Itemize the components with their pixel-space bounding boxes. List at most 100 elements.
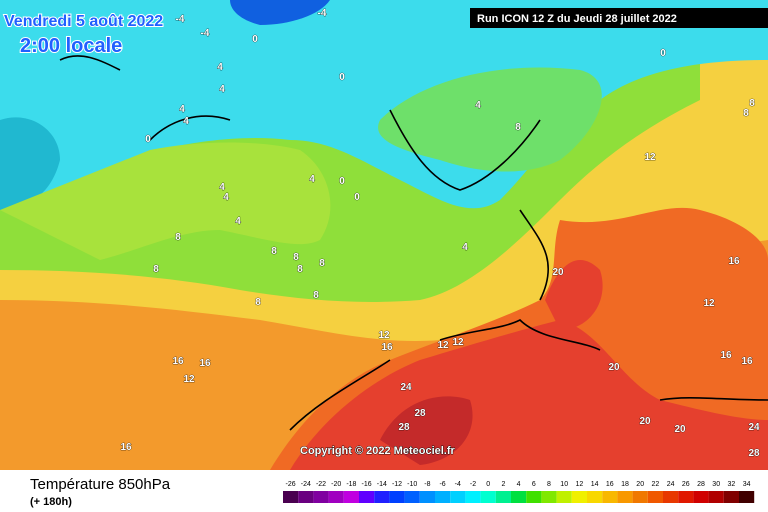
zone-teal — [0, 117, 60, 210]
legend-swatch — [374, 491, 390, 503]
legend-label: -20 — [331, 481, 341, 488]
legend-swatch — [739, 491, 755, 503]
isotherm-label: 28 — [398, 422, 410, 433]
legend-label: -22 — [316, 481, 326, 488]
legend-label: -4 — [455, 481, 461, 488]
forecast-time: 2:00 locale — [20, 35, 122, 57]
footer-title: Température 850hPa — [30, 476, 171, 493]
legend-label: 2 — [501, 481, 505, 488]
legend-label: 4 — [517, 481, 521, 488]
isotherm-label: 8 — [153, 264, 159, 275]
legend-swatch — [465, 491, 481, 503]
isotherm-label: 16 — [381, 342, 393, 353]
isotherm-label: 4 — [183, 116, 189, 127]
legend-label: 18 — [621, 481, 629, 488]
legend-swatch — [723, 491, 739, 503]
legend-swatch — [404, 491, 420, 503]
isotherm-label: 8 — [319, 258, 325, 269]
legend-swatch — [571, 491, 587, 503]
legend-swatch — [283, 491, 299, 503]
legend-swatch — [435, 491, 451, 503]
legend-label: 12 — [576, 481, 584, 488]
isotherm-label: 28 — [414, 408, 426, 419]
isotherm-label: 0 — [339, 176, 345, 187]
isotherm-label: 16 — [720, 350, 732, 361]
zone-dark-red — [380, 396, 473, 465]
legend-swatch — [663, 491, 679, 503]
legend-swatch — [511, 491, 527, 503]
isotherm-label: 16 — [741, 356, 753, 367]
isotherm-label: 0 — [660, 48, 666, 59]
zone-green-north — [378, 67, 602, 172]
zone-cyan — [0, 0, 768, 210]
isotherm-label: 16 — [728, 256, 740, 267]
legend-label: -2 — [470, 481, 476, 488]
zone-green-light — [0, 142, 331, 260]
isotherm-label: 8 — [271, 246, 277, 257]
legend-label: 14 — [591, 481, 599, 488]
color-legend: -26 -24 -22 -20 -18 -16 -14 -12 -10 -8 -6 -4 -2 0 2 4 6 8… — [283, 481, 755, 503]
legend-label: 32 — [728, 481, 736, 488]
isotherm-label: 12 — [644, 152, 656, 163]
isotherm-label: 4 — [179, 104, 185, 115]
legend-label: 26 — [682, 481, 690, 488]
isotherm-labels: -4-40-4440440004804444888888884121220121… — [120, 8, 760, 460]
isotherm-label: 12 — [703, 298, 715, 309]
legend-swatch — [480, 491, 496, 503]
legend-swatch — [647, 491, 663, 503]
isotherm-label: 24 — [400, 382, 412, 393]
legend-label: -14 — [377, 481, 387, 488]
isotherm-label: 12 — [437, 340, 449, 351]
coastline — [59, 55, 768, 431]
legend-swatch — [678, 491, 694, 503]
isotherm-label: -4 — [318, 8, 327, 19]
isotherm-label: 4 — [219, 182, 225, 193]
legend-swatch — [632, 491, 648, 503]
legend-swatch — [313, 491, 329, 503]
legend-swatch — [359, 491, 375, 503]
legend-label: 30 — [712, 481, 720, 488]
legend-swatch — [450, 491, 466, 503]
legend-label: 28 — [697, 481, 705, 488]
isotherm-label: 4 — [217, 62, 223, 73]
isotherm-label: 0 — [145, 134, 151, 145]
isotherm-label: 0 — [252, 34, 258, 45]
isotherm-label: 4 — [309, 174, 315, 185]
isotherm-label: 0 — [354, 192, 360, 203]
legend-label: -10 — [407, 481, 417, 488]
legend-label: 22 — [652, 481, 660, 488]
isotherm-label: 8 — [313, 290, 319, 301]
legend-swatch — [328, 491, 344, 503]
isotherm-label: 8 — [743, 108, 749, 119]
legend-swatch — [602, 491, 618, 503]
legend-label: -24 — [301, 481, 311, 488]
legend-swatch — [708, 491, 724, 503]
legend-swatch — [389, 491, 405, 503]
isotherm-label: 4 — [475, 100, 481, 111]
isotherm-label: 16 — [199, 358, 211, 369]
isotherm-label: 24 — [748, 422, 760, 433]
isotherm-label: 16 — [120, 442, 132, 453]
isotherm-label: 8 — [175, 232, 181, 243]
isotherm-label: 12 — [183, 374, 195, 385]
isotherm-label: 28 — [748, 448, 760, 459]
isotherm-label: 20 — [674, 424, 686, 435]
legend-label: 6 — [532, 481, 536, 488]
legend-label: -8 — [424, 481, 430, 488]
legend-swatch — [526, 491, 542, 503]
legend-label: -12 — [392, 481, 402, 488]
isotherm-label: 4 — [223, 192, 229, 203]
isotherm-label: -4 — [201, 28, 210, 39]
legend-swatch — [587, 491, 603, 503]
zone-blue — [230, 0, 330, 25]
legend-label: -6 — [439, 481, 445, 488]
legend-label: 20 — [636, 481, 644, 488]
isotherm-label: 8 — [293, 252, 299, 263]
isotherm-label: 16 — [172, 356, 184, 367]
legend-label: 24 — [667, 481, 675, 488]
isotherm-label: 12 — [452, 337, 464, 348]
run-box — [470, 8, 768, 28]
legend-swatch — [419, 491, 435, 503]
